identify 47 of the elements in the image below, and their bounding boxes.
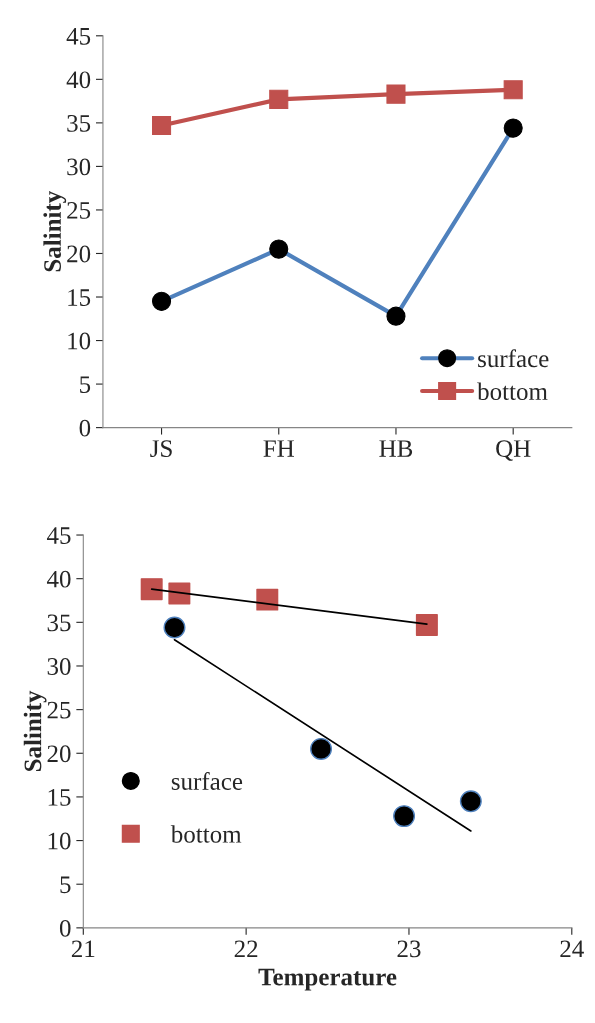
y-tick-label: 45 bbox=[66, 28, 91, 45]
point bbox=[393, 805, 416, 828]
y-tick-label: 0 bbox=[59, 919, 71, 937]
point bbox=[459, 790, 482, 813]
point bbox=[168, 582, 191, 605]
y-tick-label: 40 bbox=[46, 570, 71, 588]
y-tick-label: 15 bbox=[48, 789, 71, 806]
y-tick-label: 5 bbox=[80, 376, 91, 393]
x-tick-label: 22 bbox=[234, 940, 258, 958]
y-tick-label: 20 bbox=[47, 745, 71, 763]
y-tick-label: 30 bbox=[47, 658, 71, 675]
x-tick-label: HB bbox=[379, 440, 413, 457]
y-tick-label: 30 bbox=[67, 158, 91, 176]
y-tick-label: 35 bbox=[47, 614, 71, 632]
point bbox=[310, 737, 333, 760]
y-tick-label: 15 bbox=[68, 289, 91, 306]
y-tick-label: 5 bbox=[60, 876, 71, 894]
legend-label: bottom bbox=[170, 825, 242, 843]
legend-label: surface bbox=[171, 772, 243, 790]
point bbox=[415, 613, 438, 636]
point bbox=[152, 115, 172, 136]
x-tick-label: 21 bbox=[71, 940, 95, 958]
y-axis-title: Salinity bbox=[23, 690, 47, 772]
y-tick-label: 20 bbox=[67, 245, 91, 263]
y-tick-label: 25 bbox=[67, 202, 91, 219]
point bbox=[386, 84, 406, 104]
y-tick-label: 25 bbox=[47, 701, 71, 719]
y-tick-label: 45 bbox=[46, 527, 71, 544]
x-tick-label: 24 bbox=[560, 940, 584, 958]
y-tick-label: 35 bbox=[67, 114, 91, 132]
y-tick-label: 10 bbox=[68, 332, 91, 350]
point bbox=[163, 616, 186, 639]
y-axis-title: Salinity bbox=[43, 190, 67, 272]
point bbox=[503, 80, 523, 100]
x-tick-label: 23 bbox=[397, 940, 421, 958]
legend-label: bottom bbox=[477, 382, 548, 401]
x-tick-label: JS bbox=[150, 440, 172, 458]
legend-label: surface bbox=[478, 349, 549, 368]
point bbox=[256, 588, 279, 611]
x-axis-title: Temperature bbox=[258, 968, 397, 991]
x-tick-label: FH bbox=[263, 440, 294, 457]
point bbox=[269, 89, 289, 109]
y-tick-label: 0 bbox=[79, 419, 91, 437]
x-tick-label: QH bbox=[496, 440, 531, 461]
y-tick-label: 10 bbox=[48, 832, 71, 850]
y-tick-label: 40 bbox=[66, 71, 91, 89]
point bbox=[140, 578, 163, 601]
